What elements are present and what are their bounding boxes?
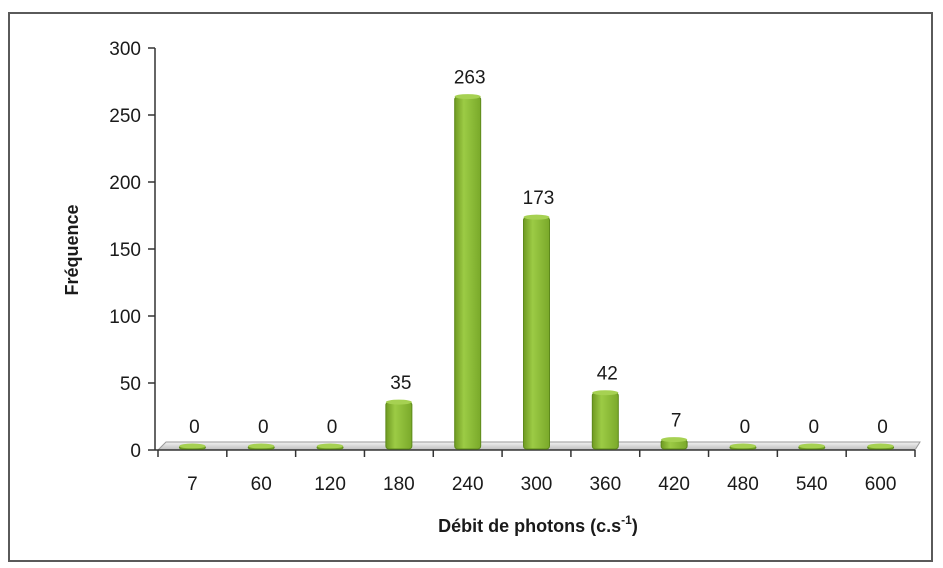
y-tick-label: 200 xyxy=(109,173,141,194)
y-tick-label: 300 xyxy=(109,39,141,60)
data-label-600: 0 xyxy=(877,417,888,438)
x-tick-label-180: 180 xyxy=(383,474,415,495)
x-tick-label-7: 7 xyxy=(187,474,198,495)
bar-top-600 xyxy=(867,443,894,449)
y-tick-label: 250 xyxy=(109,106,141,127)
x-axis-title: Débit de photons (c.s-1) xyxy=(438,513,638,536)
bar-top-300 xyxy=(523,214,550,220)
x-axis-title-end: ) xyxy=(632,516,638,536)
x-tick-label-600: 600 xyxy=(865,474,897,495)
x-tick-label-60: 60 xyxy=(251,474,272,495)
x-tick-label-120: 120 xyxy=(314,474,346,495)
data-label-180: 35 xyxy=(390,373,411,394)
data-label-300: 173 xyxy=(523,188,555,209)
x-axis-title-superscript: -1 xyxy=(621,513,632,527)
x-tick-label-480: 480 xyxy=(727,474,759,495)
data-label-540: 0 xyxy=(808,417,819,438)
bar-top-60 xyxy=(248,443,275,449)
x-tick-label-240: 240 xyxy=(452,474,484,495)
bar-top-240 xyxy=(454,94,481,100)
bar-180 xyxy=(385,401,413,450)
bar-top-540 xyxy=(798,443,825,449)
data-label-7: 0 xyxy=(189,417,200,438)
y-tick-label: 0 xyxy=(130,441,141,462)
data-label-60: 0 xyxy=(258,417,269,438)
bar-360 xyxy=(591,392,619,450)
y-tick-label: 50 xyxy=(120,374,141,395)
bar-top-7 xyxy=(179,443,206,449)
x-tick-label-420: 420 xyxy=(658,474,690,495)
data-label-360: 42 xyxy=(597,364,618,385)
x-axis-title-main: Débit de photons (c.s xyxy=(438,516,621,536)
bar-top-360 xyxy=(592,390,619,396)
y-tick-label: 100 xyxy=(109,307,141,328)
bar-top-420 xyxy=(661,437,688,443)
x-tick-label-360: 360 xyxy=(589,474,621,495)
x-tick-label-300: 300 xyxy=(521,474,553,495)
bar-top-120 xyxy=(317,443,344,449)
y-axis-title: Fréquence xyxy=(62,204,82,295)
data-label-420: 7 xyxy=(671,411,682,432)
bar-top-180 xyxy=(385,399,412,405)
data-label-240: 263 xyxy=(454,68,486,89)
bar-top-480 xyxy=(729,443,756,449)
y-tick-label: 150 xyxy=(109,240,141,261)
data-label-480: 0 xyxy=(740,417,751,438)
bar-240 xyxy=(454,96,482,450)
x-tick-label-540: 540 xyxy=(796,474,828,495)
data-label-120: 0 xyxy=(327,417,338,438)
bar-300 xyxy=(523,216,550,450)
